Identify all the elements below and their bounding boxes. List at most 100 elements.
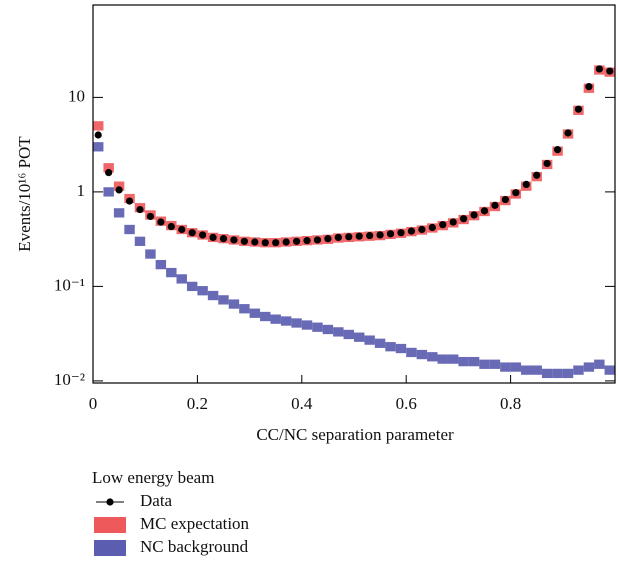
data-point — [501, 195, 509, 204]
data-point — [313, 236, 322, 244]
histogram-bin — [249, 308, 261, 318]
histogram-bin — [541, 368, 553, 379]
data-point — [292, 237, 301, 245]
histogram-bin — [521, 365, 532, 375]
x-axis-label: CC/NC separation parameter — [256, 425, 454, 444]
y-tick-label: 1 — [77, 181, 86, 200]
data-point — [533, 171, 541, 179]
histogram-bin — [468, 356, 480, 367]
data-point — [470, 211, 478, 219]
histogram-bin — [155, 259, 167, 270]
histogram-bin — [489, 359, 501, 369]
data-point — [209, 233, 217, 241]
histogram-bin — [113, 181, 125, 191]
plot-frame — [92, 4, 616, 384]
histogram-bin — [583, 362, 595, 372]
data-point — [376, 231, 384, 239]
histogram-bin — [186, 281, 198, 292]
data-point — [564, 129, 572, 137]
histogram-bin — [500, 362, 511, 372]
data-point — [428, 223, 436, 232]
y-tick-label: 10⁻¹ — [54, 275, 85, 294]
data-point — [553, 146, 562, 154]
histogram-bin — [197, 286, 208, 296]
data-point — [157, 218, 165, 226]
data-point — [251, 238, 259, 246]
data-point — [491, 201, 499, 209]
data-point — [460, 215, 468, 223]
histogram-bin — [343, 329, 354, 340]
histogram-bin — [322, 324, 334, 335]
data-point — [480, 207, 489, 215]
data-point — [115, 186, 123, 194]
histogram-bin — [176, 274, 187, 284]
y-axis-label: Events/10¹⁶ POT — [15, 136, 34, 252]
histogram-bin — [103, 163, 114, 173]
data-point — [355, 232, 363, 240]
histogram-bin — [218, 295, 229, 305]
histogram-bin — [228, 299, 240, 309]
histogram-bin — [427, 352, 438, 362]
data-point — [230, 236, 238, 244]
data-point — [386, 230, 395, 238]
y-tick-label: 10 — [68, 86, 85, 105]
histogram-bin — [447, 354, 459, 364]
x-tick-label: 0.4 — [291, 394, 313, 413]
legend-label: MC expectation — [140, 514, 250, 533]
histogram-bin — [354, 332, 365, 342]
data-point — [105, 169, 113, 177]
histogram-bin — [437, 354, 448, 364]
histogram-bin — [573, 365, 584, 375]
data-point — [345, 233, 353, 241]
legend-label: NC background — [140, 537, 249, 556]
data-point — [199, 231, 207, 239]
x-tick-label: 0.6 — [396, 394, 417, 413]
data-point — [418, 225, 426, 234]
histogram-bin — [134, 236, 146, 246]
histogram-bin — [301, 320, 313, 330]
histogram-bin — [479, 359, 490, 369]
histogram-bin — [364, 335, 375, 345]
legend-swatch — [94, 540, 126, 556]
x-tick-label: 0.8 — [500, 394, 521, 413]
legend-swatch — [94, 517, 126, 533]
legend-marker — [106, 498, 114, 506]
data-point — [449, 218, 457, 226]
histogram-bin — [458, 356, 469, 367]
data-point — [324, 235, 332, 243]
data-point — [167, 222, 175, 231]
data-point — [282, 238, 290, 246]
histogram-bin — [333, 327, 344, 337]
histogram-bin — [594, 359, 605, 369]
data-point — [522, 180, 530, 189]
data-point — [512, 189, 520, 197]
data-point — [397, 229, 405, 237]
data-point — [595, 65, 603, 73]
histogram-bin — [385, 342, 396, 352]
data-point — [366, 231, 374, 240]
histogram-bin — [113, 208, 125, 218]
data-point — [585, 83, 593, 91]
histogram-bin — [207, 290, 219, 301]
histogram-bin — [395, 343, 407, 354]
histogram-bin — [145, 249, 156, 259]
data-point — [94, 131, 102, 139]
histogram-bin — [166, 267, 177, 278]
histogram-bin — [124, 224, 135, 235]
histogram-bin — [374, 338, 386, 348]
data-point — [178, 225, 186, 234]
histogram-bin — [93, 121, 104, 131]
histogram-bin — [406, 347, 417, 358]
histogram-bin — [280, 316, 292, 326]
data-point — [219, 235, 228, 243]
data-point — [240, 237, 248, 245]
histogram-bin — [291, 318, 302, 328]
histogram-bin — [312, 322, 323, 332]
data-point — [407, 227, 416, 235]
histogram-bin — [103, 187, 114, 197]
histogram-bin — [510, 362, 522, 372]
histogram-bin — [270, 314, 281, 324]
histogram-bin — [552, 368, 563, 379]
data-point — [303, 237, 311, 245]
